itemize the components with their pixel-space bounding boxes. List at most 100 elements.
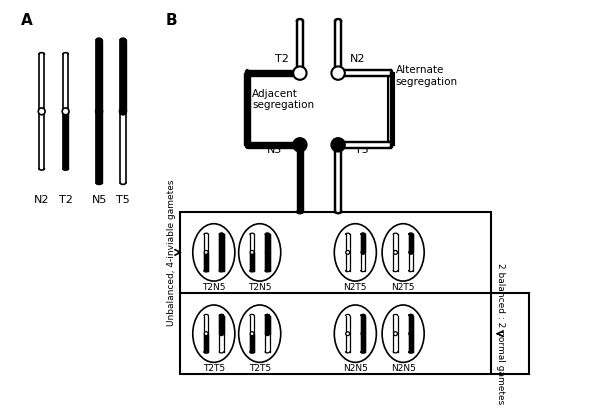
Text: T5: T5 <box>355 145 369 155</box>
Polygon shape <box>393 234 397 271</box>
Text: Unbalanced, 4-inviable gametes: Unbalanced, 4-inviable gametes <box>166 179 176 326</box>
Polygon shape <box>250 316 254 352</box>
Circle shape <box>266 251 269 254</box>
Polygon shape <box>297 212 303 213</box>
Polygon shape <box>338 142 391 147</box>
Text: N2T5: N2T5 <box>391 283 415 292</box>
Polygon shape <box>297 21 303 73</box>
Text: T2N5: T2N5 <box>248 283 271 292</box>
Circle shape <box>38 108 45 115</box>
Circle shape <box>394 251 397 254</box>
Polygon shape <box>409 316 413 334</box>
Text: T2N5: T2N5 <box>202 283 226 292</box>
Text: T2T5: T2T5 <box>249 364 271 373</box>
Ellipse shape <box>382 224 424 281</box>
Ellipse shape <box>239 305 281 362</box>
Circle shape <box>220 332 223 336</box>
Circle shape <box>204 251 208 254</box>
Polygon shape <box>219 234 223 252</box>
Polygon shape <box>121 40 125 111</box>
Text: T2: T2 <box>274 54 289 64</box>
Polygon shape <box>204 334 208 352</box>
Circle shape <box>331 66 345 80</box>
Text: T5: T5 <box>116 194 130 204</box>
Polygon shape <box>265 233 270 234</box>
Text: N5: N5 <box>267 145 283 155</box>
Text: N2N5: N2N5 <box>391 364 416 373</box>
Polygon shape <box>96 40 102 111</box>
Text: N2: N2 <box>350 54 365 64</box>
Polygon shape <box>121 40 125 183</box>
Polygon shape <box>96 40 102 183</box>
Circle shape <box>220 251 223 254</box>
Polygon shape <box>265 314 270 316</box>
Ellipse shape <box>239 224 281 281</box>
Text: N2T5: N2T5 <box>343 283 367 292</box>
Polygon shape <box>335 145 341 212</box>
Polygon shape <box>361 352 365 353</box>
Polygon shape <box>361 314 365 316</box>
Polygon shape <box>247 142 300 147</box>
Polygon shape <box>219 233 223 234</box>
Polygon shape <box>219 252 223 271</box>
Polygon shape <box>246 70 247 76</box>
Circle shape <box>361 251 365 254</box>
Circle shape <box>204 332 208 336</box>
Polygon shape <box>244 73 250 145</box>
Polygon shape <box>219 316 223 334</box>
Polygon shape <box>204 252 208 271</box>
Polygon shape <box>250 352 254 353</box>
Polygon shape <box>265 316 270 352</box>
Polygon shape <box>96 183 102 184</box>
Circle shape <box>331 138 345 152</box>
Circle shape <box>409 332 413 336</box>
Ellipse shape <box>382 305 424 362</box>
Polygon shape <box>409 233 413 234</box>
Bar <box>181 212 491 374</box>
Polygon shape <box>247 70 300 76</box>
Circle shape <box>250 251 254 254</box>
Polygon shape <box>265 316 270 334</box>
Text: T2: T2 <box>59 194 72 204</box>
Polygon shape <box>63 111 68 169</box>
Polygon shape <box>250 234 254 271</box>
Ellipse shape <box>193 224 235 281</box>
Polygon shape <box>346 316 350 352</box>
Polygon shape <box>219 271 223 272</box>
Polygon shape <box>409 352 413 353</box>
Polygon shape <box>250 252 254 271</box>
Text: T2T5: T2T5 <box>203 364 225 373</box>
Polygon shape <box>409 334 413 352</box>
Circle shape <box>119 108 127 115</box>
Polygon shape <box>361 233 365 234</box>
Ellipse shape <box>193 305 235 362</box>
Polygon shape <box>63 169 68 170</box>
Circle shape <box>250 332 254 336</box>
Polygon shape <box>335 21 341 73</box>
Text: Adjacent
segregation: Adjacent segregation <box>252 88 314 110</box>
Polygon shape <box>361 316 365 352</box>
Polygon shape <box>409 316 413 352</box>
Polygon shape <box>265 252 270 271</box>
Circle shape <box>394 332 397 336</box>
Polygon shape <box>219 234 223 271</box>
Polygon shape <box>204 352 208 353</box>
Circle shape <box>361 332 365 336</box>
Polygon shape <box>409 234 413 271</box>
Polygon shape <box>204 271 208 272</box>
Polygon shape <box>121 38 125 40</box>
Polygon shape <box>409 234 413 252</box>
Circle shape <box>96 108 103 115</box>
Polygon shape <box>393 316 397 352</box>
Circle shape <box>293 66 307 80</box>
Polygon shape <box>409 314 413 316</box>
Text: 2 balanced : 2 normal gametes: 2 balanced : 2 normal gametes <box>496 263 505 404</box>
Circle shape <box>293 138 307 152</box>
Polygon shape <box>338 70 391 76</box>
Polygon shape <box>63 54 68 169</box>
Polygon shape <box>39 54 45 169</box>
Text: B: B <box>166 13 178 28</box>
Text: N2N5: N2N5 <box>343 364 368 373</box>
Circle shape <box>409 251 413 254</box>
Text: N5: N5 <box>91 194 107 204</box>
